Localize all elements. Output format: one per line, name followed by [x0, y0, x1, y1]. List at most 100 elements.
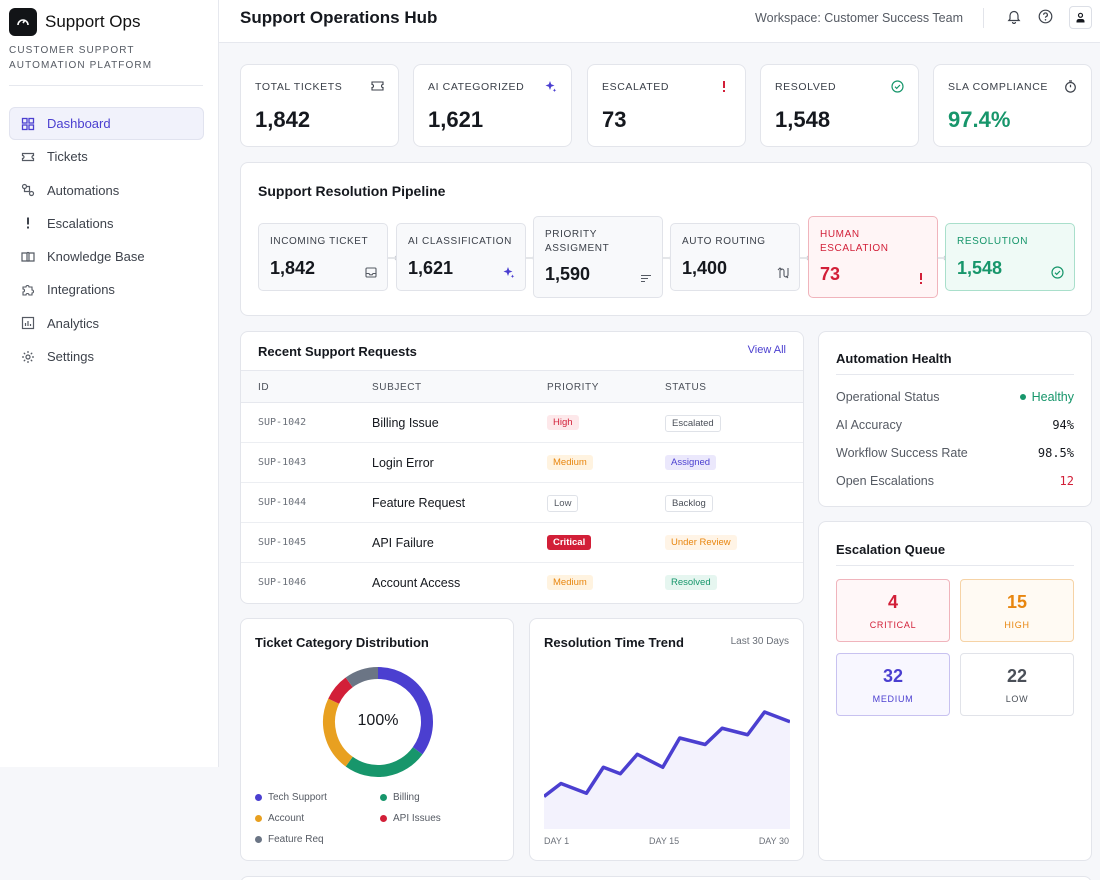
- stage-value: 1,621: [408, 258, 454, 278]
- ticket-subject: API Failure: [372, 536, 434, 550]
- kpi-value: 1,842: [255, 107, 311, 132]
- stage-label: PRIORITY ASSIGMENT: [545, 229, 610, 254]
- donut-slice-feature-req: [345, 667, 379, 688]
- queue-high[interactable]: 15 HIGH: [960, 579, 1074, 642]
- ticket-icon: [21, 152, 35, 161]
- ticket-subject: Billing Issue: [372, 416, 439, 430]
- queue-label: LOW: [1005, 694, 1029, 704]
- workflow-icon: [21, 183, 35, 197]
- sparkle-icon: [502, 266, 515, 279]
- queue-medium[interactable]: 32 MEDIUM: [836, 653, 950, 716]
- user-avatar-button[interactable]: [1069, 6, 1092, 29]
- date-range-label[interactable]: Last 30 Days: [730, 636, 789, 647]
- kpi-value: 97.4%: [948, 107, 1011, 132]
- table-row[interactable]: SUP-1043 Login Error Medium Assigned: [241, 443, 803, 483]
- table-row[interactable]: SUP-1042 Billing Issue High Escalated: [241, 403, 803, 443]
- puzzle-icon: [22, 285, 34, 296]
- sidebar-item-tickets[interactable]: Tickets: [9, 140, 204, 173]
- table-row[interactable]: SUP-1045 API Failure Critical Under Revi…: [241, 523, 803, 563]
- bell-icon[interactable]: [1005, 7, 1023, 25]
- app-name: Support Ops: [45, 12, 141, 31]
- pipeline-stage-incoming[interactable]: INCOMING TICKET 1,842: [258, 223, 388, 291]
- column-header[interactable]: PRIORITY: [547, 382, 600, 393]
- bottom-card: [240, 876, 1092, 880]
- column-header[interactable]: STATUS: [665, 382, 707, 393]
- sidebar-item-label: Knowledge Base: [47, 249, 145, 265]
- sidebar-item-settings[interactable]: Settings: [9, 340, 204, 373]
- sidebar-item-analytics[interactable]: Analytics: [9, 307, 204, 340]
- sidebar-item-knowledge-base[interactable]: Knowledge Base: [9, 240, 204, 273]
- sidebar-item-label: Integrations: [47, 282, 115, 298]
- legend-label: Feature Req: [268, 834, 324, 845]
- pipeline-stage-ai-classification[interactable]: AI CLASSIFICATION 1,621: [396, 223, 526, 291]
- health-value: Healthy: [1031, 390, 1074, 404]
- legend-label: Account: [268, 813, 305, 824]
- pipeline-stage-human-escalation[interactable]: HUMAN ESCALATION 73: [808, 216, 938, 298]
- inbox-icon: [364, 266, 377, 279]
- sidebar-item-escalations[interactable]: Escalations: [9, 207, 204, 240]
- status-badge: Backlog: [665, 495, 713, 512]
- legend-label: Billing: [393, 792, 420, 803]
- kpi-label: RESOLVED: [775, 81, 837, 93]
- x-axis-label: DAY 1: [544, 836, 570, 846]
- help-icon[interactable]: [1036, 7, 1054, 25]
- app-subtitle: CUSTOMER SUPPORT AUTOMATION PLATFORM: [9, 45, 153, 71]
- health-row-status: Operational Status Healthy: [836, 390, 1074, 404]
- health-label: Workflow Success Rate: [836, 446, 968, 460]
- line-chart: [544, 710, 790, 829]
- kpi-label: ESCALATED: [602, 81, 670, 93]
- recent-requests-card: Recent Support Requests View All ID SUBJ…: [240, 331, 804, 604]
- pipeline-stage-auto-routing[interactable]: AUTO ROUTING 1,400: [670, 223, 800, 291]
- stage-label: RESOLUTION: [957, 236, 1029, 247]
- sidebar: Support Ops CUSTOMER SUPPORT AUTOMATION …: [0, 0, 219, 767]
- status-badge: Escalated: [665, 415, 721, 432]
- route-icon: [776, 266, 789, 279]
- sidebar-item-label: Dashboard: [47, 116, 111, 131]
- table-row[interactable]: SUP-1046 Account Access Medium Resolved: [241, 563, 803, 603]
- status-badge: Assigned: [665, 455, 717, 470]
- pipeline-stage-priority[interactable]: PRIORITY ASSIGMENT 1,590: [533, 216, 663, 298]
- top-header: Support Operations Hub Workspace: Custom…: [219, 0, 1100, 43]
- section-title: Escalation Queue: [836, 542, 946, 557]
- section-title: Support Resolution Pipeline: [258, 183, 446, 199]
- sidebar-item-label: Escalations: [47, 215, 114, 231]
- line-area: [544, 712, 790, 829]
- sparkle-icon: [543, 79, 557, 93]
- ticket-id: SUP-1044: [258, 497, 307, 508]
- grid-icon: [21, 117, 35, 130]
- bar-chart-icon: [21, 317, 35, 330]
- sidebar-item-label: Automations: [47, 182, 120, 198]
- ticket-subject: Account Access: [372, 576, 461, 590]
- priority-badge: Critical: [547, 535, 592, 550]
- workspace-selector[interactable]: Workspace: Customer Success Team: [755, 11, 963, 25]
- sidebar-item-dashboard[interactable]: Dashboard: [9, 107, 204, 140]
- ticket-id: SUP-1045: [258, 537, 307, 548]
- queue-low[interactable]: 22 LOW: [960, 653, 1074, 716]
- priority-badge: Medium: [547, 575, 593, 590]
- column-header[interactable]: SUBJECT: [372, 382, 422, 393]
- view-all-link[interactable]: View All: [747, 344, 786, 356]
- donut-chart: [323, 667, 433, 777]
- stage-label: AUTO ROUTING: [682, 236, 766, 247]
- pipeline-stage-resolution[interactable]: RESOLUTION 1,548: [945, 223, 1075, 291]
- sidebar-item-integrations[interactable]: Integrations: [9, 273, 204, 306]
- section-title: Recent Support Requests: [258, 344, 417, 359]
- ticket-id: SUP-1042: [258, 417, 307, 428]
- divider: [836, 374, 1074, 375]
- health-value: 12: [1059, 474, 1074, 488]
- logo-icon: [9, 8, 37, 36]
- section-title: Automation Health: [836, 351, 952, 366]
- sidebar-item-automations[interactable]: Automations: [9, 174, 204, 207]
- status-dot-icon: [1019, 394, 1026, 400]
- queue-critical[interactable]: 4 CRITICAL: [836, 579, 950, 642]
- brand[interactable]: Support Ops: [9, 8, 140, 36]
- kpi-label: SLA COMPLIANCE: [948, 81, 1049, 93]
- column-header[interactable]: ID: [258, 382, 270, 393]
- stage-value: 1,548: [957, 258, 1003, 278]
- kpi-value: 73: [602, 107, 627, 132]
- ticket-id: SUP-1046: [258, 577, 307, 588]
- ticket-subject: Feature Request: [372, 496, 466, 510]
- stage-label: INCOMING TICKET: [270, 236, 369, 247]
- table-row[interactable]: SUP-1044 Feature Request Low Backlog: [241, 483, 803, 523]
- health-value: 94%: [1052, 418, 1074, 432]
